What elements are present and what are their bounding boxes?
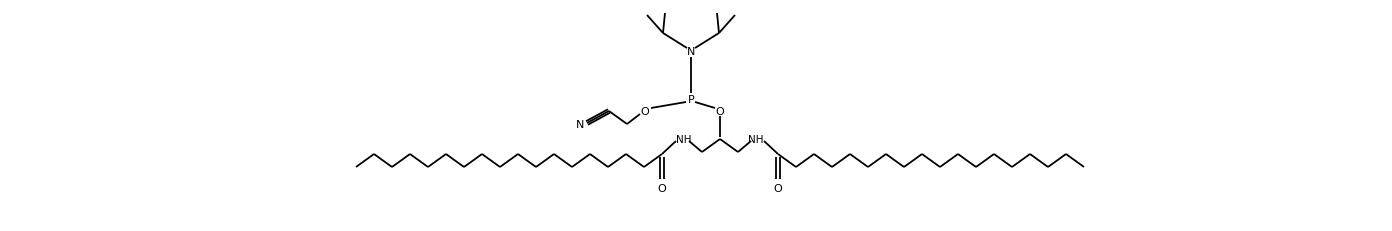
Text: P: P (688, 94, 695, 105)
Text: NH: NH (749, 134, 764, 144)
Text: N: N (686, 47, 695, 57)
Text: O: O (657, 183, 667, 193)
Text: N: N (576, 119, 585, 129)
Text: O: O (715, 106, 724, 116)
Text: O: O (640, 106, 650, 116)
Text: O: O (774, 183, 782, 193)
Text: NH: NH (677, 134, 692, 144)
